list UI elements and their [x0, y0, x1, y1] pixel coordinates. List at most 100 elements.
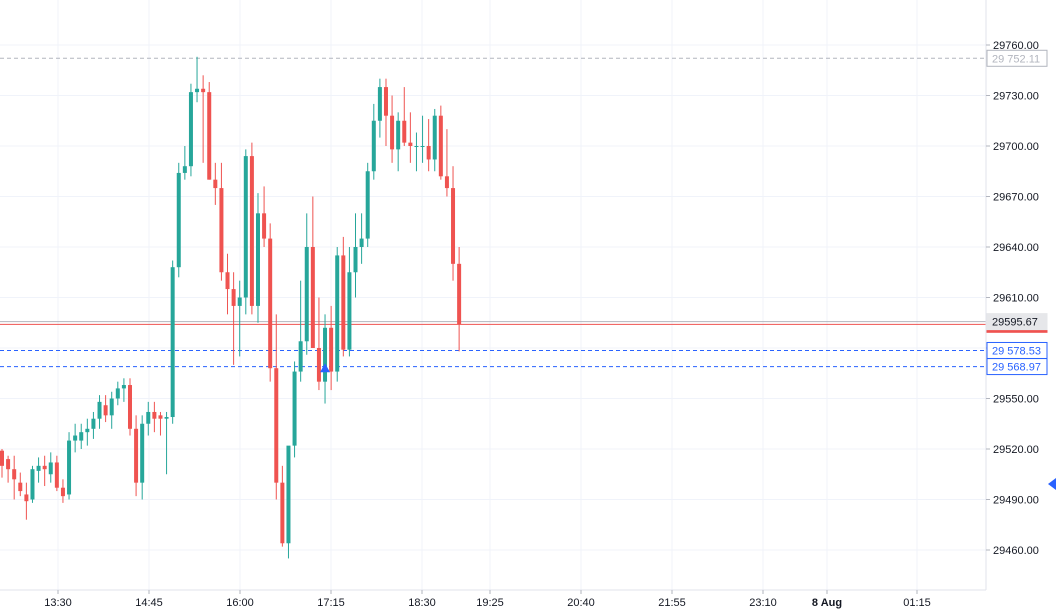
- candle-body: [438, 115, 443, 177]
- y-tick-label: 29730.00: [993, 91, 1039, 103]
- price-tag-label: 29595.67: [992, 317, 1038, 329]
- candle-body: [195, 88, 200, 93]
- candle-body: [18, 482, 23, 492]
- candle-up: [36, 457, 41, 483]
- candle-up: [195, 56, 200, 103]
- candle-body: [451, 188, 456, 264]
- price-lines: [0, 57, 986, 368]
- x-tick-label: 14:45: [135, 597, 163, 609]
- price-tag-label: 29 752.11: [992, 53, 1040, 65]
- candle-down: [158, 411, 163, 436]
- candle-body: [103, 405, 108, 416]
- candle-body: [30, 469, 35, 500]
- candle-down: [201, 75, 206, 163]
- candle-down: [42, 455, 47, 487]
- candle-body: [12, 469, 17, 480]
- candle-body: [402, 120, 407, 143]
- candle-body: [134, 428, 139, 483]
- y-tick-label: 29610.00: [993, 293, 1039, 305]
- scroll-right-arrow-icon[interactable]: [1048, 478, 1056, 490]
- candle-body: [201, 88, 206, 93]
- candle-body: [292, 371, 297, 446]
- candle-body: [457, 263, 462, 325]
- candle-body: [36, 465, 41, 471]
- candle-down: [341, 236, 346, 357]
- candle-up: [377, 78, 382, 138]
- candle-up: [182, 146, 187, 180]
- y-tick-label: 29460.00: [993, 545, 1039, 557]
- x-tick-label: 01:15: [903, 597, 931, 609]
- entry-level-tag: 29 578.53: [986, 341, 1048, 359]
- candle-up: [414, 132, 419, 172]
- candle-body: [420, 146, 425, 147]
- trade-marker-icon: [320, 363, 331, 373]
- candle-up: [396, 112, 401, 172]
- grid: [0, 0, 986, 590]
- candle-down: [219, 162, 224, 281]
- candle-body: [383, 87, 388, 116]
- candle-up: [91, 411, 96, 439]
- candle-body: [426, 146, 431, 160]
- candle-body: [109, 398, 114, 416]
- y-tick-label: 29520.00: [993, 444, 1039, 456]
- candle-body: [341, 255, 346, 350]
- candle-up: [304, 213, 309, 355]
- candle-down: [249, 142, 254, 315]
- candle-down: [127, 378, 132, 436]
- price-tag-box: [986, 49, 1048, 67]
- candle-body: [158, 415, 163, 419]
- candle-body: [286, 445, 291, 544]
- candle-down: [329, 305, 334, 391]
- candle-body: [85, 428, 90, 433]
- candle-body: [432, 115, 437, 160]
- candle-body: [225, 272, 230, 290]
- candle-body: [164, 417, 169, 419]
- candle-down: [402, 87, 407, 146]
- candle-down: [426, 119, 431, 172]
- candle-body: [60, 487, 65, 497]
- candle-body: [219, 188, 224, 273]
- candle-down: [316, 297, 321, 391]
- y-tick-label: 29670.00: [993, 192, 1039, 204]
- candle-up: [335, 247, 340, 382]
- candle-down: [457, 247, 462, 352]
- candle-down: [268, 223, 273, 382]
- candle-body: [213, 179, 218, 189]
- candle-body: [280, 482, 285, 544]
- candle-up: [73, 423, 78, 453]
- candle-body: [365, 171, 370, 239]
- candle-down: [408, 112, 413, 163]
- candle-up: [432, 108, 437, 172]
- time-axis[interactable]: 13:30 14:45 16:00 17:15 18:30 19:25 20:40 21:55…: [0, 589, 986, 609]
- candle-up: [121, 378, 126, 402]
- candle-up: [85, 418, 90, 446]
- candle-body: [97, 401, 102, 419]
- candle-body: [79, 432, 84, 441]
- price-tag-label: 29 568.97: [992, 362, 1041, 374]
- price-tag-box: [986, 313, 1048, 331]
- candle-body: [237, 297, 242, 306]
- price-axis[interactable]: 29760.00 29730.00 29700.00 29670.00 29640.00…: [985, 0, 1039, 590]
- x-tick-label: 18:30: [408, 597, 436, 609]
- x-tick-label: 8 Aug: [812, 597, 842, 609]
- candle-up: [115, 381, 120, 406]
- candle-down: [152, 401, 157, 433]
- candles[interactable]: [0, 56, 462, 559]
- candle-up: [109, 391, 114, 429]
- candle-up: [164, 411, 169, 475]
- candle-body: [335, 255, 340, 372]
- candle-body: [207, 92, 212, 180]
- candle-down: [0, 449, 4, 478]
- x-tick-label: 19:25: [476, 597, 504, 609]
- x-tick-label: 21:55: [658, 597, 686, 609]
- candle-body: [24, 494, 29, 502]
- candle-body: [304, 247, 309, 342]
- y-tick-label: 29490.00: [993, 495, 1039, 507]
- candle-body: [91, 418, 96, 429]
- candle-down: [438, 105, 443, 180]
- candle-down: [207, 82, 212, 180]
- candle-down: [54, 455, 59, 492]
- candle-up: [48, 452, 53, 483]
